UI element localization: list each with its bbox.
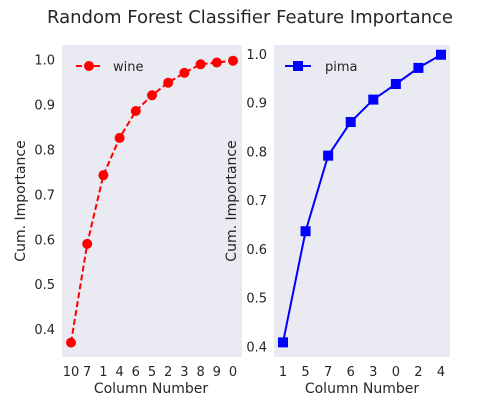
wine-x-tick-label: 1 bbox=[99, 365, 107, 380]
pima-y-tick-label: 0.6 bbox=[246, 243, 267, 258]
wine-data-point bbox=[147, 90, 157, 101]
pima-data-point bbox=[368, 94, 379, 105]
pima-x-tick-label: 2 bbox=[414, 365, 422, 380]
wine-data-point bbox=[163, 77, 174, 88]
pima-legend-label: pima bbox=[325, 60, 358, 75]
pima-data-point bbox=[345, 117, 356, 128]
pima-y-tick-label: 0.5 bbox=[246, 292, 267, 307]
wine-x-tick-label: 0 bbox=[229, 365, 237, 380]
wine-x-tick-label: 3 bbox=[180, 365, 188, 380]
pima-data-point bbox=[300, 226, 311, 237]
wine-x-axis-label: Column Number bbox=[94, 381, 209, 397]
pima-y-tick-label: 0.4 bbox=[246, 340, 267, 355]
pima-x-tick-label: 7 bbox=[324, 365, 332, 380]
pima-x-tick-label: 3 bbox=[369, 365, 377, 380]
pima-legend-marker bbox=[293, 61, 303, 71]
wine-data-point bbox=[179, 67, 190, 78]
pima-x-axis-label: Column Number bbox=[305, 381, 420, 397]
wine-y-tick-label: 0.5 bbox=[34, 278, 55, 293]
wine-y-tick-label: 0.6 bbox=[34, 233, 55, 248]
figure-title: Random Forest Classifier Feature Importa… bbox=[47, 7, 453, 28]
pima-data-point bbox=[323, 150, 334, 161]
pima-x-tick-label: 1 bbox=[279, 365, 287, 380]
pima-plot-area bbox=[274, 45, 450, 357]
wine-x-tick-label: 5 bbox=[148, 365, 156, 380]
pima-data-point bbox=[413, 62, 424, 73]
wine-x-tick-label: 8 bbox=[196, 365, 204, 380]
pima-x-tick-label: 5 bbox=[301, 365, 309, 380]
wine-y-tick-label: 0.4 bbox=[34, 323, 55, 338]
pima-x-tick-label: 4 bbox=[437, 365, 445, 380]
pima-y-tick-label: 0.9 bbox=[246, 97, 267, 112]
wine-data-point bbox=[82, 238, 93, 249]
wine-data-point bbox=[211, 57, 222, 68]
wine-y-tick-label: 0.7 bbox=[34, 188, 55, 203]
wine-data-point bbox=[228, 55, 238, 66]
wine-x-tick-label: 2 bbox=[164, 365, 172, 380]
pima-y-axis-label: Cum. Importance bbox=[224, 140, 240, 261]
wine-x-tick-label: 10 bbox=[63, 365, 80, 380]
pima-y-tick-label: 0.7 bbox=[246, 194, 267, 209]
pima-panel: 0.40.50.60.70.80.91.01 5 7 6 3 0 2 4 pima Colum… bbox=[224, 45, 450, 397]
pima-data-point bbox=[436, 49, 446, 60]
pima-legend: pima bbox=[285, 60, 358, 75]
wine-x-tick-label: 9 bbox=[213, 365, 221, 380]
pima-y-tick-label: 0.8 bbox=[246, 145, 267, 160]
wine-data-point bbox=[66, 337, 76, 348]
wine-legend: wine bbox=[76, 60, 143, 75]
pima-x-tick-label: 0 bbox=[392, 365, 400, 380]
wine-data-point bbox=[195, 59, 206, 70]
wine-y-tick-label: 1.0 bbox=[34, 54, 55, 69]
wine-legend-marker bbox=[84, 61, 94, 71]
wine-data-point bbox=[98, 170, 109, 181]
wine-data-point bbox=[130, 105, 141, 116]
wine-y-tick-label: 0.8 bbox=[34, 143, 55, 158]
wine-y-axis-label: Cum. Importance bbox=[13, 140, 29, 261]
wine-data-point bbox=[114, 132, 125, 143]
wine-x-tick-label: 7 bbox=[83, 365, 91, 380]
wine-legend-label: wine bbox=[113, 60, 143, 75]
pima-y-tick-label: 1.0 bbox=[246, 48, 267, 63]
wine-x-tick-label: 6 bbox=[132, 365, 140, 380]
pima-data-point bbox=[390, 79, 401, 89]
pima-x-tick-label: 6 bbox=[347, 365, 355, 380]
wine-panel: 0.4 0.5 0.6 0.7 0.8 0.9 1.0 10 7 1 4 6 5 2 3 8 9 0 wine C… bbox=[13, 45, 242, 397]
pima-data-point bbox=[278, 337, 288, 348]
wine-y-tick-label: 0.9 bbox=[34, 99, 55, 114]
wine-x-tick-label: 4 bbox=[115, 365, 123, 380]
